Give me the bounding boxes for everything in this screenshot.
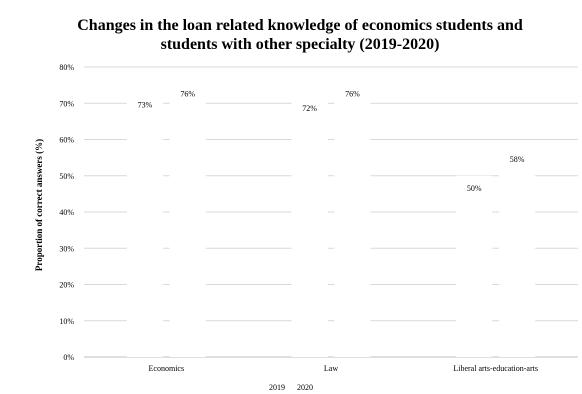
- bars: [126, 81, 536, 357]
- y-tick-label: 50%: [59, 172, 74, 181]
- data-label: 76%: [345, 90, 360, 99]
- x-tick-label: Law: [324, 364, 338, 373]
- data-label: 50%: [467, 184, 482, 193]
- chart-title: Changes in the loan related knowledge of…: [60, 16, 540, 54]
- legend: 2019 2020: [264, 383, 313, 392]
- y-tick-label: 0%: [63, 353, 74, 362]
- bar-2020-law: [334, 81, 371, 357]
- bar-2019-economics: [126, 92, 164, 357]
- data-labels: 73% 76% 72% 76% 50% 58%: [138, 90, 525, 193]
- bar-2020-economics: [169, 81, 206, 357]
- y-tick-label: 20%: [59, 281, 74, 290]
- legend-swatch: [264, 383, 269, 388]
- legend-swatch: [292, 383, 297, 388]
- chart-title-line-1: Changes in the loan related knowledge of…: [77, 17, 523, 34]
- legend-label: 2020: [297, 383, 313, 392]
- bar-2019-liberal-arts-education-arts: [456, 175, 493, 357]
- chart-title-line-2: students with other specialty (2019-2020…: [160, 36, 440, 53]
- y-tick-label: 70%: [59, 99, 74, 108]
- y-axis-title: Proportion of correct answers (%): [34, 139, 44, 271]
- y-tick-labels: 0% 10% 20% 30% 40% 50% 60% 70% 80%: [59, 63, 74, 362]
- data-label: 72%: [302, 104, 317, 113]
- data-label: 76%: [180, 90, 195, 99]
- legend-label: 2019: [269, 383, 285, 392]
- y-tick-label: 30%: [59, 244, 74, 253]
- y-tick-label: 10%: [59, 317, 74, 326]
- y-tick-label: 60%: [59, 136, 74, 145]
- x-tick-label: Liberal arts-education-arts: [453, 364, 538, 373]
- bar-2019-law: [291, 96, 328, 357]
- y-tick-label: 80%: [59, 63, 74, 72]
- data-label: 73%: [138, 100, 153, 109]
- y-tick-label: 40%: [59, 208, 74, 217]
- x-tick-label: Economics: [149, 364, 185, 373]
- bar-2020-liberal-arts-education-arts: [498, 146, 536, 357]
- data-label: 58%: [510, 155, 525, 164]
- x-tick-labels: Economics Law Liberal arts-education-arts: [149, 364, 538, 373]
- gridlines: [84, 66, 578, 358]
